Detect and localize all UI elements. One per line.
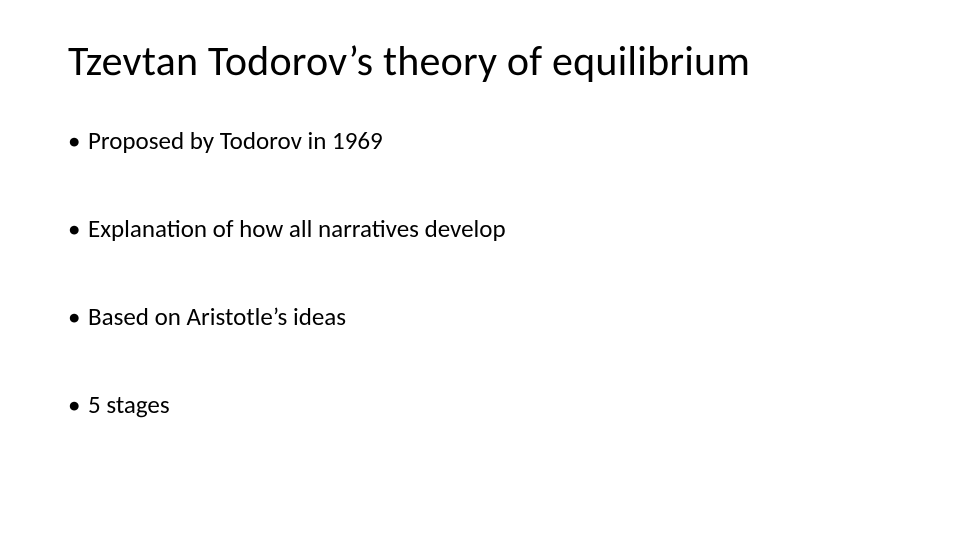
list-item: 5 stages [68, 390, 900, 420]
slide-title: Tzevtan Todorov’s theory of equilibrium [68, 38, 900, 86]
list-item: Explanation of how all narratives develo… [68, 214, 900, 244]
list-item: Based on Aristotle’s ideas [68, 302, 900, 332]
list-item: Proposed by Todorov in 1969 [68, 126, 900, 156]
bullet-list: Proposed by Todorov in 1969 Explanation … [68, 126, 900, 420]
slide: Tzevtan Todorov’s theory of equilibrium … [0, 0, 960, 540]
